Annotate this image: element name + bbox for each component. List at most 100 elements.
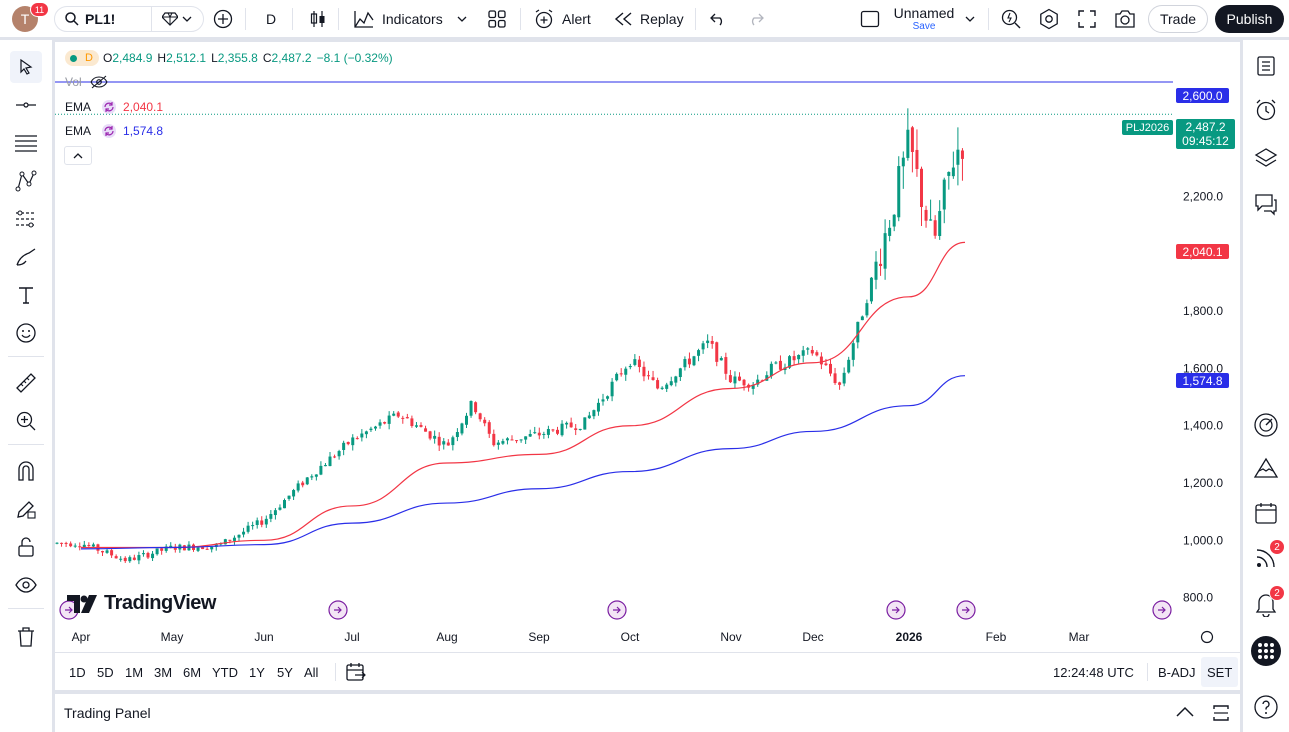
utc-clock[interactable]: 12:24:48 UTC: [1053, 664, 1134, 680]
candle-body-down: [401, 417, 405, 419]
watchlist-button[interactable]: [1250, 50, 1282, 82]
candle-body-up: [128, 557, 132, 562]
publish-button[interactable]: Publish: [1215, 5, 1284, 33]
fullscreen-button[interactable]: [1077, 0, 1097, 38]
refresh-icon: [102, 100, 117, 114]
replay-button[interactable]: Replay: [614, 0, 684, 38]
indicators-label: Indicators: [382, 11, 443, 27]
trade-button[interactable]: Trade: [1148, 5, 1208, 33]
undo-button[interactable]: [709, 0, 727, 38]
candle-body-down: [815, 352, 819, 356]
candle-body-up: [660, 387, 664, 389]
candle-body-down: [146, 552, 150, 558]
candle-body-up: [633, 359, 637, 365]
price-chart[interactable]: 800.0 1,000.0 1,200.0 1,400.0 1,600.0 1,800.0…: [55, 42, 1240, 652]
volume-label: Vol: [65, 75, 82, 89]
indicators-button[interactable]: Indicators: [353, 0, 467, 38]
symbol-search[interactable]: PL1!: [54, 6, 204, 32]
candle-body-up: [328, 456, 332, 467]
calendar-icon: [1255, 503, 1277, 524]
maximize-panel-icon[interactable]: [1211, 704, 1231, 722]
y-tick-label: 1,800.0: [1183, 304, 1223, 318]
range-button-5d[interactable]: 5D: [97, 664, 114, 680]
text-tool[interactable]: [10, 279, 42, 311]
layouts-button[interactable]: [487, 0, 507, 38]
range-button-5y[interactable]: 5Y: [277, 664, 293, 680]
symbol-name: PL1!: [85, 11, 116, 27]
range-button-1y[interactable]: 1Y: [249, 664, 265, 680]
candle-body-up: [892, 214, 896, 227]
candle-body-up: [524, 436, 528, 440]
lock-draw-tool[interactable]: [10, 493, 42, 525]
range-button-3m[interactable]: 3M: [154, 664, 173, 680]
brush-tool[interactable]: [10, 241, 42, 273]
trend-line-tool[interactable]: [10, 89, 42, 121]
ideas-button[interactable]: [1250, 452, 1282, 484]
compare-symbol-button[interactable]: [213, 0, 235, 38]
candle-body-down: [656, 380, 660, 389]
candle-body-up: [141, 553, 145, 555]
chart-type-button[interactable]: [309, 0, 329, 38]
technicals-button[interactable]: [1250, 409, 1282, 441]
candle-body-up: [601, 399, 605, 402]
interval-button[interactable]: D: [262, 0, 280, 38]
calendar-button[interactable]: [1250, 497, 1282, 529]
settings-button[interactable]: [1038, 0, 1060, 38]
range-button-1m[interactable]: 1M: [125, 664, 144, 680]
layout-menu-button[interactable]: [965, 0, 975, 38]
hline-price-label: 2,600.0: [1176, 88, 1229, 103]
layout-name-button[interactable]: Unnamed Save: [890, 5, 958, 32]
news-feed-button[interactable]: [1250, 542, 1282, 574]
lock-all-tool[interactable]: [10, 531, 42, 563]
pattern-tool[interactable]: [10, 165, 42, 197]
candle-body-up: [73, 545, 77, 547]
candle-body-up: [164, 546, 168, 551]
chevron-down-icon[interactable]: [182, 15, 192, 23]
chevron-up-icon[interactable]: [1175, 706, 1195, 718]
ema-legend-2[interactable]: EMA 1,574.8: [65, 123, 163, 139]
candle-body-up: [151, 553, 155, 559]
x-tick-label: Sep: [528, 630, 550, 644]
forecast-tool[interactable]: [10, 203, 42, 235]
chart-pane[interactable]: 800.0 1,000.0 1,200.0 1,400.0 1,600.0 1,800.0…: [55, 42, 1240, 690]
remove-drawings-tool[interactable]: [10, 621, 42, 653]
gem-icon[interactable]: [162, 12, 178, 26]
magnet-tool[interactable]: [10, 455, 42, 487]
range-button-1d[interactable]: 1D: [69, 664, 86, 680]
legend-collapse-button[interactable]: [64, 146, 92, 165]
candle-body-down: [132, 557, 136, 560]
trading-panel-bar[interactable]: Trading Panel: [55, 694, 1240, 732]
candle-body-up: [465, 415, 468, 425]
redo-button[interactable]: [747, 0, 765, 38]
emoji-tool[interactable]: [10, 317, 42, 349]
fib-tool[interactable]: [10, 127, 42, 159]
snapshot-button[interactable]: [1114, 0, 1136, 38]
range-button-all[interactable]: All: [304, 664, 319, 680]
alert-button[interactable]: Alert: [533, 0, 591, 38]
candle-body-down: [123, 557, 127, 562]
object-tree-button[interactable]: [1250, 142, 1282, 174]
zoom-tool[interactable]: [10, 405, 42, 437]
quick-search-button[interactable]: [1000, 0, 1022, 38]
candle-body-up: [501, 441, 505, 444]
help-button[interactable]: [1250, 691, 1282, 723]
range-button-6m[interactable]: 6M: [183, 664, 202, 680]
measure-tool[interactable]: [10, 367, 42, 399]
chats-button[interactable]: [1250, 188, 1282, 220]
layout-toggle-button[interactable]: [860, 0, 880, 38]
alerts-button[interactable]: [1250, 94, 1282, 126]
chevron-down-icon[interactable]: [457, 15, 467, 23]
session-toggle[interactable]: SET: [1201, 657, 1239, 687]
candle-body-down: [515, 440, 519, 442]
bar-countdown: 09:45:12: [1182, 134, 1229, 148]
cursor-tool[interactable]: [10, 51, 42, 83]
adjustment-toggle[interactable]: B-ADJ: [1158, 664, 1196, 680]
goto-date-button[interactable]: [345, 653, 367, 691]
hide-drawings-tool[interactable]: [10, 569, 42, 601]
candle-body-up: [82, 544, 86, 548]
eye-off-icon[interactable]: [90, 75, 108, 89]
range-button-ytd[interactable]: YTD: [212, 664, 238, 680]
trading-panel-label[interactable]: Trading Panel: [64, 705, 151, 721]
products-button[interactable]: [1250, 635, 1282, 667]
ema-legend-1[interactable]: EMA 2,040.1: [65, 99, 163, 115]
